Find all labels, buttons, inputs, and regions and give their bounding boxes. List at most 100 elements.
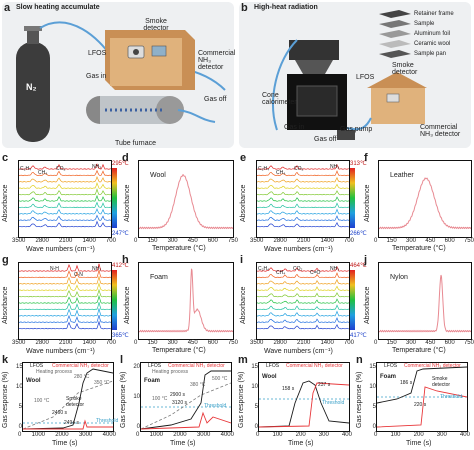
x-ticks-m: 0 100 200 300 400 (256, 432, 352, 438)
response-plot-n (376, 362, 468, 432)
tga-plot-d (138, 160, 234, 238)
y-ticks-l: 0 10 20 (133, 364, 140, 430)
legend-commercial-k: Commercial NH₃ detector (52, 363, 109, 369)
label-gas-off-b: Gas off (314, 136, 337, 143)
lfos-curve (377, 366, 467, 404)
peak-label-i-4: NH₃ (330, 266, 340, 272)
spectrum-line (257, 278, 349, 285)
legend-lfos-l: LFOS (148, 363, 162, 369)
panel-label-h: h (122, 254, 129, 266)
response-plot-l (140, 362, 232, 432)
spectrum-line (257, 265, 349, 272)
label-smoke-detector-a: Smoke detector (143, 18, 169, 32)
material-label-d: Wool (150, 172, 166, 179)
panel-a-illustration (2, 2, 234, 148)
x-axis-label-h: Temperature (°C) (152, 347, 206, 354)
legend-lfos-m: LFOS (266, 363, 280, 369)
ftir-plot-c (18, 160, 112, 238)
material-label-n: Foam (380, 374, 397, 380)
x-ticks-e: 3500 2800 2100 1400 700 (250, 238, 354, 244)
label-gas-in-a: Gas in (86, 73, 107, 80)
tga-plot-h (138, 262, 234, 340)
smoke-detector-annot-k: Smoke detector (66, 396, 85, 408)
y-axis-label-i: Absorbance (240, 286, 247, 324)
commercial-curve (259, 382, 349, 428)
panel-label-b: b (241, 2, 248, 14)
panel-label-a: a (4, 2, 11, 14)
spectrum-line (257, 196, 349, 202)
tga-line (379, 274, 471, 333)
time-annot-n-0: 186 s (400, 380, 413, 386)
legend-commercial-m: Commercial NH₃ detector (286, 363, 343, 369)
temp-top-e: 313℃ (350, 161, 367, 167)
tga-line (139, 268, 233, 333)
spectrum-line (257, 310, 349, 317)
panel-label-c: c (2, 152, 9, 164)
lfos-curve (23, 368, 113, 430)
threshold-label-m: Threshold (322, 400, 345, 406)
legend-heating-k: Heating process (36, 369, 73, 375)
peak-label-g-2: NH₃ (92, 266, 102, 272)
x-axis-label-g: Wave numbers (cm⁻¹) (26, 348, 95, 355)
spectrum-line (257, 208, 349, 215)
peak-label-e-1: CH₄ (276, 170, 286, 176)
lfos-curve (259, 380, 349, 428)
response-plot-m (258, 362, 350, 432)
spectrum-line (19, 294, 111, 304)
label-sample-pan: Sample pan (414, 51, 447, 57)
spectrum-line (257, 176, 349, 183)
spectrum-line (19, 288, 111, 298)
y-axis-label-m: Gas response (%) (238, 371, 245, 428)
spectrum-line (257, 221, 349, 228)
ftir-plot-e (256, 160, 350, 238)
x-axis-label-c: Wave numbers (cm⁻¹) (26, 246, 95, 253)
temp-top-i: 464℃ (350, 263, 367, 269)
peak-label-c-2: CO₂ (56, 166, 66, 172)
temp-bottom-i: 417℃ (350, 333, 367, 339)
label-commercial-detector-a: Commercial NH₃ detector (198, 50, 236, 71)
time-annot-k-0: 2460 s (52, 410, 68, 416)
response-curves-n (377, 366, 467, 428)
y-ticks-k: 0 5 10 15 (16, 364, 23, 430)
material-label-f: Leather (390, 172, 414, 179)
spectrum-line (19, 188, 111, 196)
time-annot-k-1: 2494 s (64, 420, 80, 426)
n2-cylinder (16, 42, 50, 142)
y-axis-label-h: Absorbance (124, 286, 131, 324)
peak-label-i-0: C₂H₄ (258, 266, 270, 272)
ftir-plot-i (256, 262, 350, 340)
material-label-j: Nylon (390, 274, 408, 281)
temp-top-g: 412℃ (112, 263, 129, 269)
peak-label-e-0: C₂H₄ (258, 166, 270, 172)
y-axis-label-e: Absorbance (240, 184, 247, 222)
commercial-curve (23, 419, 113, 430)
x-ticks-l: 0 1000 2000 3000 4000 (136, 432, 234, 438)
panel-label-i: i (240, 254, 244, 266)
spectrum-line (257, 170, 349, 177)
label-gas-off-a: Gas off (204, 96, 227, 103)
x-ticks-g: 3500 2800 2100 1400 700 (12, 340, 116, 346)
threshold-label-l: Threshold (204, 403, 227, 409)
label-cone-calorimeter: Cone calorimeter (262, 92, 297, 106)
spectrum-line (257, 215, 349, 221)
peak-label-e-3: NH₃ (330, 164, 340, 170)
spectrum-line (257, 304, 349, 311)
x-ticks-h: 0 150 300 450 600 750 (134, 340, 238, 346)
y-ticks-n: 0 5 10 15 (369, 364, 376, 430)
panel-label-j: j (364, 254, 368, 266)
detector-house (371, 88, 425, 124)
peak-label-i-1: CH₄ (276, 270, 286, 276)
spectrum-line (19, 181, 111, 189)
threshold-label-n: Threshold (440, 394, 463, 400)
panel-label-m: m (238, 354, 248, 366)
panel-label-f: f (364, 152, 368, 164)
spectrum-line (19, 169, 111, 177)
panel-label-d: d (122, 152, 129, 164)
panel-label-g: g (2, 254, 9, 266)
spectrum-line (19, 194, 111, 202)
spectrum-line (19, 275, 111, 285)
temp-bottom-g: 365℃ (112, 333, 129, 339)
ftir-spectra-e (257, 163, 349, 228)
colorbar-c (112, 168, 117, 228)
material-label-h: Foam (150, 274, 168, 281)
